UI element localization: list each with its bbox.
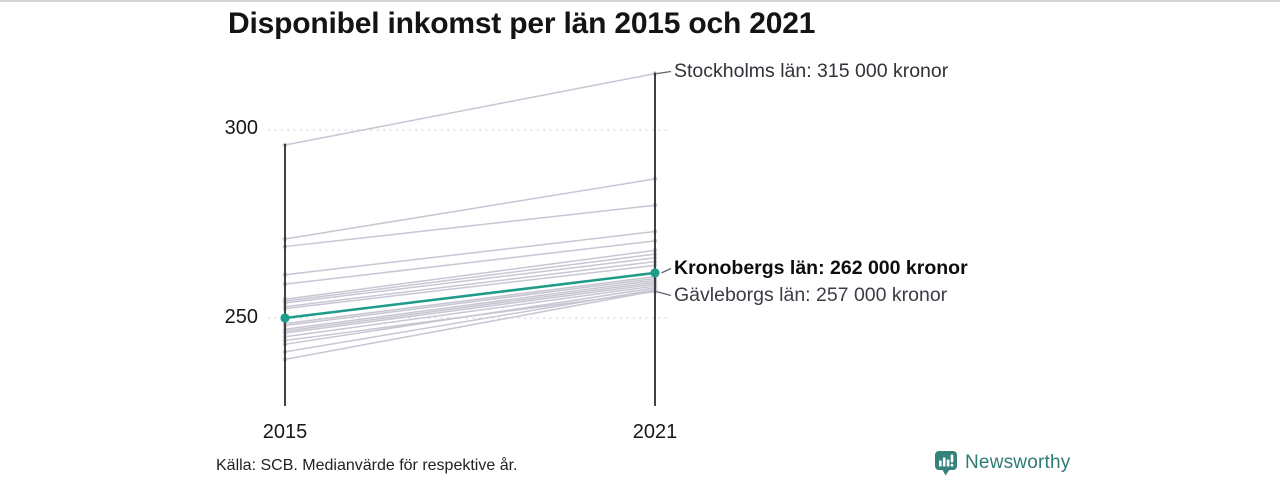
brand-name: Newsworthy	[965, 452, 1071, 473]
highlight-slope-line	[284, 271, 656, 320]
slope-line	[284, 287, 656, 346]
slope-line	[284, 257, 656, 304]
annotation-connector	[661, 267, 672, 274]
annotation-kronobergs-lan: Kronobergs län: 262 000 kronor	[674, 257, 968, 279]
annotation-stockholms-lan: Stockholms län: 315 000 kronor	[674, 60, 949, 82]
annotation-connector	[656, 291, 672, 297]
slope-line	[284, 204, 656, 248]
slope-line	[284, 264, 656, 310]
x-label-2015: 2015	[262, 421, 308, 443]
source-note: Källa: SCB. Medianvärde för respektive å…	[216, 457, 518, 474]
slope-line	[284, 275, 656, 325]
slope-line	[284, 290, 656, 361]
slope-line	[284, 240, 656, 285]
slope-line	[284, 178, 656, 240]
slope-line	[284, 260, 656, 308]
slope-line	[284, 72, 656, 146]
slope-line	[284, 289, 656, 353]
y-tick-250: 250	[224, 306, 258, 328]
highlight-point-2015	[280, 313, 290, 323]
x-label-2021: 2021	[632, 421, 678, 443]
slope-line	[284, 283, 656, 334]
slope-line	[284, 230, 656, 276]
top-border	[0, 0, 1280, 2]
annotation-connector	[656, 70, 672, 75]
slope-line	[284, 253, 656, 302]
highlight-point-2021	[650, 268, 660, 278]
slope-line	[284, 277, 656, 327]
annotation-gavleborgs-lan: Gävleborgs län: 257 000 kronor	[674, 284, 948, 306]
slope-line	[284, 249, 656, 300]
newsworthy-chart-bubble-icon	[935, 451, 957, 476]
brand-logo: Newsworthy	[934, 450, 1070, 476]
slope-line	[284, 279, 656, 331]
y-tick-300: 300	[224, 117, 258, 139]
slope-line	[284, 281, 656, 332]
chart-title: Disponibel inkomst per län 2015 och 2021	[228, 7, 816, 40]
slope-line	[284, 285, 656, 338]
